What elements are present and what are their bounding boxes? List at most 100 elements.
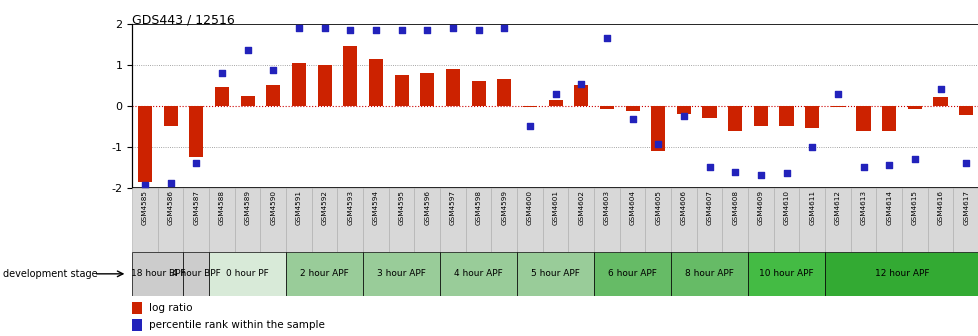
Text: 4 hour APF: 4 hour APF	[454, 269, 503, 278]
Text: GSM4616: GSM4616	[937, 190, 943, 225]
Bar	[804, 106, 819, 128]
Text: 8 hour APF: 8 hour APF	[685, 269, 734, 278]
Text: GSM4590: GSM4590	[270, 190, 276, 225]
FancyBboxPatch shape	[850, 188, 875, 252]
Text: GSM4597: GSM4597	[450, 190, 456, 225]
Bar	[471, 81, 485, 106]
FancyBboxPatch shape	[875, 188, 901, 252]
Point	[804, 144, 820, 150]
Bar	[958, 106, 972, 115]
Text: GSM4602: GSM4602	[578, 190, 584, 225]
Text: GSM4595: GSM4595	[398, 190, 404, 225]
Text: GSM4591: GSM4591	[295, 190, 301, 225]
Point	[957, 161, 973, 166]
Bar	[907, 106, 921, 109]
FancyBboxPatch shape	[209, 188, 235, 252]
Bar	[702, 106, 716, 118]
Text: GSM4603: GSM4603	[603, 190, 609, 225]
Text: GSM4614: GSM4614	[885, 190, 891, 225]
Point	[470, 28, 486, 33]
Bar	[266, 85, 280, 106]
Text: GSM4592: GSM4592	[322, 190, 328, 225]
Point	[265, 67, 281, 72]
Text: GSM4606: GSM4606	[680, 190, 687, 225]
Bar	[753, 106, 767, 126]
FancyBboxPatch shape	[466, 188, 491, 252]
FancyBboxPatch shape	[824, 188, 850, 252]
Text: 12 hour APF: 12 hour APF	[874, 269, 928, 278]
Bar	[286, 252, 363, 296]
Text: GSM4617: GSM4617	[962, 190, 968, 225]
Text: GSM4610: GSM4610	[782, 190, 788, 225]
Text: development stage: development stage	[3, 269, 98, 279]
Point	[445, 26, 461, 31]
Bar	[241, 95, 254, 106]
FancyBboxPatch shape	[235, 188, 260, 252]
FancyBboxPatch shape	[542, 188, 568, 252]
Bar	[728, 106, 741, 131]
Bar	[625, 106, 639, 111]
FancyBboxPatch shape	[927, 188, 953, 252]
Point	[573, 82, 589, 87]
Bar	[291, 62, 306, 106]
Text: GSM4596: GSM4596	[423, 190, 430, 225]
Point	[855, 164, 870, 169]
Bar	[420, 73, 434, 106]
FancyBboxPatch shape	[388, 188, 414, 252]
Bar	[189, 106, 203, 157]
Bar	[215, 87, 229, 106]
Bar	[163, 106, 178, 126]
Text: GSM4604: GSM4604	[629, 190, 635, 225]
Text: GSM4586: GSM4586	[167, 190, 173, 225]
Point	[778, 171, 793, 176]
Point	[240, 47, 255, 52]
Point	[932, 87, 948, 92]
FancyBboxPatch shape	[260, 188, 286, 252]
Text: GSM4593: GSM4593	[347, 190, 353, 225]
Point	[649, 141, 665, 146]
Text: GSM4608: GSM4608	[732, 190, 737, 225]
Bar	[522, 106, 536, 107]
Text: GSM4587: GSM4587	[193, 190, 200, 225]
FancyBboxPatch shape	[286, 188, 311, 252]
Point	[701, 164, 717, 169]
Point	[548, 92, 563, 97]
Bar	[574, 85, 588, 106]
Bar	[440, 252, 516, 296]
Point	[393, 28, 409, 33]
Bar	[824, 252, 978, 296]
Point	[290, 26, 306, 31]
Bar	[932, 97, 947, 106]
Text: percentile rank within the sample: percentile rank within the sample	[149, 320, 325, 330]
FancyBboxPatch shape	[414, 188, 440, 252]
Bar	[516, 252, 594, 296]
Text: 6 hour APF: 6 hour APF	[607, 269, 656, 278]
Point	[368, 28, 383, 33]
FancyBboxPatch shape	[696, 188, 722, 252]
FancyBboxPatch shape	[183, 188, 209, 252]
FancyBboxPatch shape	[516, 188, 542, 252]
Text: 4 hour BPF: 4 hour BPF	[172, 269, 220, 278]
Text: GSM4611: GSM4611	[809, 190, 815, 225]
Text: GSM4609: GSM4609	[757, 190, 763, 225]
Bar	[676, 106, 690, 114]
Bar	[369, 58, 382, 106]
FancyBboxPatch shape	[132, 188, 157, 252]
Point	[906, 156, 921, 161]
FancyBboxPatch shape	[747, 188, 773, 252]
Text: GSM4598: GSM4598	[475, 190, 481, 225]
Bar	[497, 79, 511, 106]
Text: 10 hour APF: 10 hour APF	[759, 269, 813, 278]
FancyBboxPatch shape	[337, 188, 363, 252]
FancyBboxPatch shape	[670, 188, 696, 252]
Bar	[445, 69, 460, 106]
Point	[599, 36, 614, 41]
Text: GSM4585: GSM4585	[142, 190, 148, 225]
Text: GSM4612: GSM4612	[834, 190, 840, 225]
Bar	[548, 100, 562, 106]
Bar	[132, 252, 183, 296]
Text: GSM4589: GSM4589	[244, 190, 250, 225]
Bar	[394, 75, 408, 106]
Bar	[600, 106, 613, 109]
Bar	[830, 106, 844, 107]
